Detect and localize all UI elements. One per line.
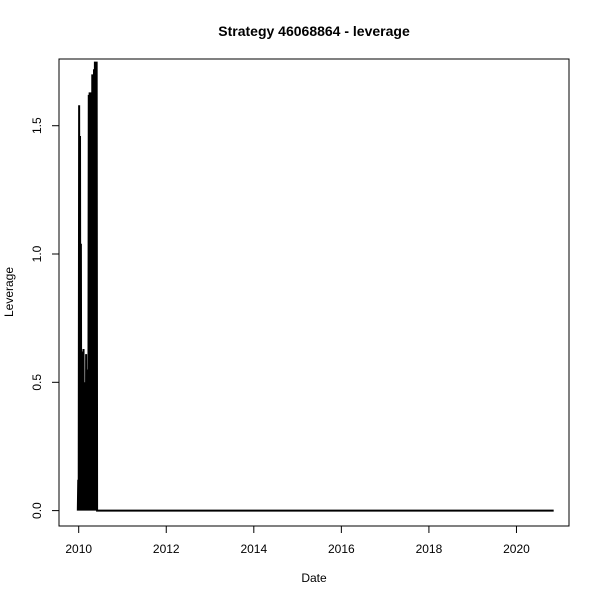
leverage-series-line xyxy=(76,61,554,512)
x-axis: 2010 2012 2014 2016 2018 2020 xyxy=(65,525,530,556)
series-layer xyxy=(76,61,554,512)
x-tick-label: 2014 xyxy=(240,542,267,556)
y-axis: 0.0 0.5 1.0 1.5 xyxy=(30,117,60,519)
x-tick-label: 2010 xyxy=(65,542,92,556)
y-axis-label: Leverage xyxy=(2,267,16,317)
y-tick-label: 1.0 xyxy=(30,245,44,262)
y-tick-label: 0.5 xyxy=(30,374,44,391)
y-tick-label: 0.0 xyxy=(30,502,44,519)
chart-title: Strategy 46068864 - leverage xyxy=(218,23,410,39)
x-tick-label: 2016 xyxy=(328,542,355,556)
x-tick-label: 2012 xyxy=(153,542,180,556)
x-tick-label: 2020 xyxy=(503,542,530,556)
x-tick-label: 2018 xyxy=(416,542,443,556)
x-axis-label: Date xyxy=(301,571,327,585)
y-tick-label: 1.5 xyxy=(30,117,44,134)
